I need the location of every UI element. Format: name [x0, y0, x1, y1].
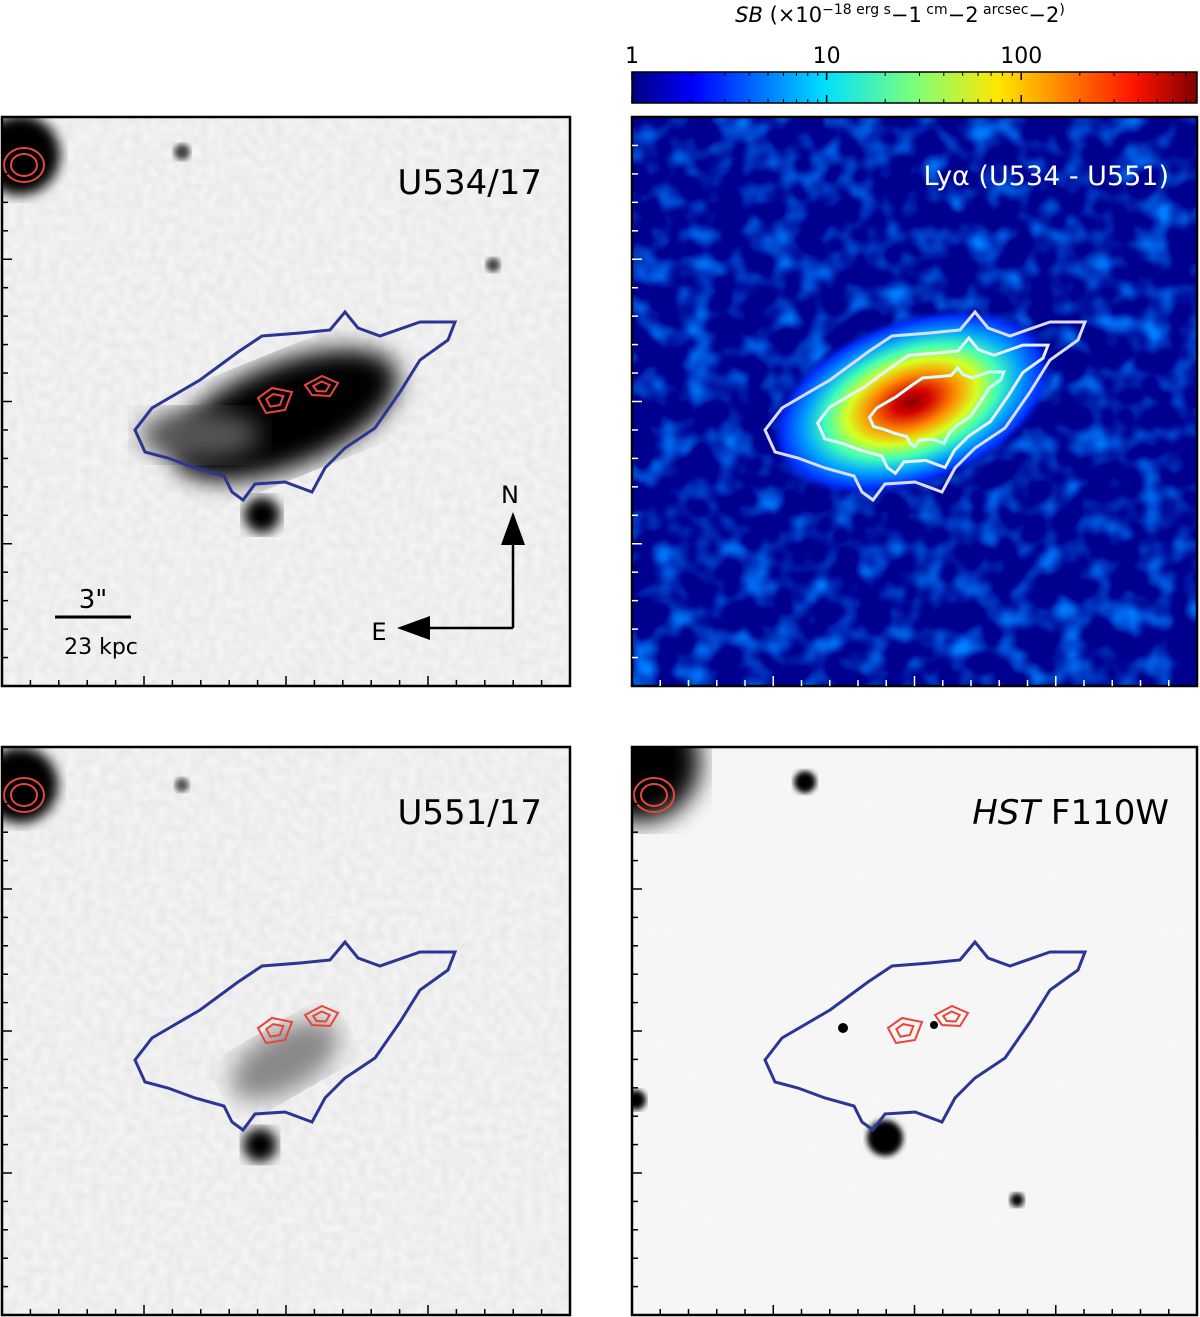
contour: [886, 1016, 924, 1045]
contour: [640, 783, 668, 807]
colorbar-label-part: erg s: [852, 2, 891, 18]
contour: [133, 939, 458, 1133]
panel-image: [2, 117, 570, 686]
colorbar-label-part: −2: [948, 3, 979, 27]
contour: [265, 393, 285, 408]
panel-label: HST F110W: [972, 793, 1169, 833]
panel-label-text: F110W: [1051, 793, 1169, 833]
frames: [0, 115, 1199, 1317]
panel-label-italic: HST: [972, 793, 1042, 833]
panel-labels: U534/17 Lyα (U534 - U551) U551/17 HST F110W: [398, 161, 1170, 833]
contour: [941, 1010, 962, 1023]
contour: [311, 380, 332, 393]
contour: [933, 1004, 970, 1028]
panel-contours: [3, 147, 458, 503]
panel-label: U534/17: [398, 163, 543, 203]
contour: [10, 153, 38, 177]
contour: [311, 1010, 332, 1023]
panel-label-text: Lyα (U534 - U551): [924, 161, 1170, 192]
panel-label-text: U551/17: [398, 793, 543, 833]
colorbar-label-part: (×10: [763, 3, 822, 27]
scale-bar-distance: 23 kpc: [64, 635, 138, 660]
compass: [397, 512, 525, 640]
colorbar-tick-label: 1: [625, 44, 639, 69]
colorbar: [631, 71, 1198, 104]
panel-label-text: U534/17: [398, 163, 543, 203]
colorbar-label-part: −18: [822, 2, 852, 18]
contour: [303, 1004, 340, 1028]
contour: [763, 939, 1088, 1133]
panel-image: [632, 747, 1197, 1315]
contour: [256, 386, 294, 415]
colorbar-tick-label: 10: [813, 44, 841, 69]
scale-bar-angle: 3": [79, 585, 108, 615]
panel-image: [632, 117, 1197, 686]
contour: [815, 335, 1051, 476]
contour: [133, 309, 458, 503]
contour: [265, 1023, 285, 1038]
contour: [10, 783, 38, 807]
panel-contours: [3, 777, 458, 1133]
panel-contours: [633, 777, 1088, 1133]
panel-label: Lyα (U534 - U551): [924, 161, 1170, 192]
panel-image: [2, 747, 570, 1315]
contour: [3, 777, 45, 813]
colorbar-label-part: ): [1059, 2, 1064, 18]
panel-contours: [763, 309, 1088, 503]
colorbar-tick-label: 100: [1000, 44, 1042, 69]
colorbar-label-part: SB: [735, 3, 763, 27]
contour: [867, 365, 1007, 449]
panel-label: U551/17: [398, 793, 543, 833]
colorbar-label: SB (×10−18 erg s−1 cm−2 arcsec−2): [735, 2, 1065, 27]
contour: [256, 1016, 294, 1045]
colorbar-ticks: 1 10 100: [625, 44, 1198, 103]
colorbar-label-part: arcsec: [979, 2, 1029, 18]
colorbar-label-part: cm: [922, 2, 948, 18]
contour: [633, 777, 675, 813]
contour: [3, 147, 45, 183]
colorbar-label-part: −2: [1028, 3, 1059, 27]
contour: [895, 1023, 915, 1038]
contours: [3, 147, 1088, 1133]
compass-east: E: [371, 618, 386, 646]
contour: [303, 374, 340, 398]
contour: [763, 309, 1088, 503]
compass-north: N: [501, 481, 519, 509]
colorbar-label-part: −1: [891, 3, 922, 27]
panel-label-space: [1040, 793, 1051, 833]
